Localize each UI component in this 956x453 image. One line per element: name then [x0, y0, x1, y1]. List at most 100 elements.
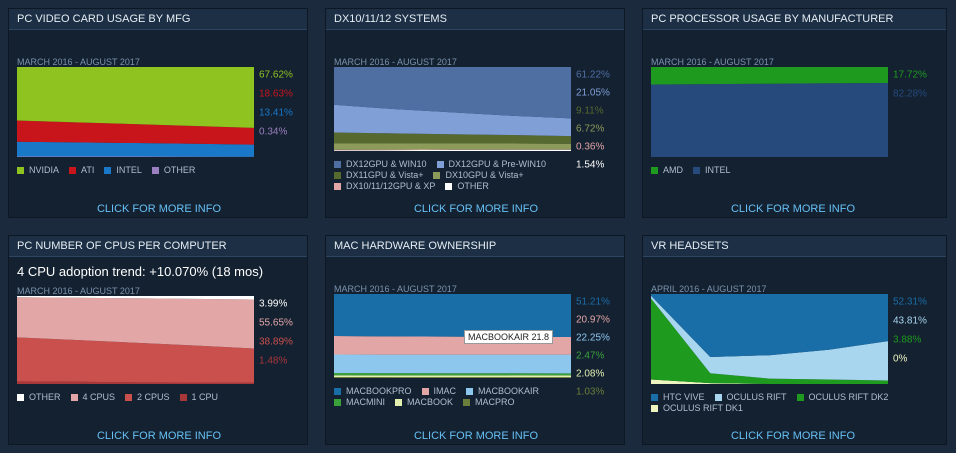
chart: 3.99% 55.65% 38.89% 1.48%	[17, 295, 293, 384]
value-label: 9.11%	[576, 106, 604, 117]
legend-label: INTEL	[116, 165, 142, 175]
annotation: 4 CPU adoption trend: +10.070% (18 mos)	[17, 264, 264, 279]
legend: MACBOOKPRO IMAC MACBOOKAIR MACMINI MACBOOK MA…	[334, 386, 574, 407]
panel: VR HEADSETS 52.31% 43.81% 3.88% 0% APRIL 2016…	[642, 235, 947, 445]
value-label: 43.81%	[893, 316, 927, 327]
area	[334, 375, 571, 378]
legend: DX12GPU & WIN10 DX12GPU & Pre-WIN10 DX11GP…	[334, 159, 574, 191]
legend-item: MACBOOKPRO	[334, 386, 412, 396]
legend-swatch	[651, 393, 658, 401]
value-label: 20.97%	[576, 315, 610, 326]
value-label: 0%	[893, 354, 908, 365]
value-label: 6.72%	[576, 124, 604, 135]
legend-label: MACBOOKPRO	[346, 386, 412, 396]
legend-item: 2 CPUS	[125, 392, 170, 402]
value-label: 2.47%	[576, 351, 604, 362]
legend-item: OCULUS RIFT DK2	[796, 392, 888, 402]
panel: PC PROCESSOR USAGE BY MANUFACTURER 17.72%…	[642, 8, 947, 218]
legend-label: NVIDIA	[29, 165, 60, 175]
subtitle: MARCH 2016 - AUGUST 2017	[17, 286, 140, 296]
legend-label: MACPRO	[475, 397, 515, 407]
panel-title: PC VIDEO CARD USAGE BY MFG	[9, 9, 307, 30]
legend: AMD INTEL	[651, 165, 891, 175]
chart: 17.72% 82.28%	[651, 67, 927, 157]
value-label: 22.25%	[576, 333, 610, 344]
legend-swatch	[334, 182, 341, 190]
value-label: 13.41%	[259, 108, 293, 119]
legend-label: MACBOOK	[407, 397, 454, 407]
area	[17, 295, 254, 300]
chart: 61.22% 21.05% 9.11% 6.72% 0.36% 1.54%	[334, 67, 610, 171]
legend-swatch	[70, 393, 78, 401]
legend-label: HTC VIVE	[663, 392, 705, 402]
area	[651, 294, 888, 357]
value-label: 2.08%	[576, 369, 604, 380]
area	[17, 297, 254, 349]
legend-swatch	[651, 166, 658, 174]
legend-label: OTHER	[29, 392, 61, 402]
legend-swatch	[651, 404, 658, 412]
value-label: 3.88%	[893, 335, 921, 346]
area	[651, 379, 888, 384]
more-info-link[interactable]: CLICK FOR MORE INFO	[413, 203, 539, 215]
more-info-link[interactable]: CLICK FOR MORE INFO	[96, 430, 222, 442]
area	[334, 376, 571, 378]
legend-item: OTHER	[17, 392, 61, 402]
legend: HTC VIVE OCULUS RIFT OCULUS RIFT DK2 OCULUS…	[651, 392, 891, 413]
area	[334, 143, 571, 150]
area	[334, 132, 571, 144]
legend-item: IMAC	[421, 386, 456, 396]
legend-item: OTHER	[151, 165, 196, 175]
legend-swatch	[714, 393, 722, 401]
value-label: 1.48%	[259, 356, 287, 367]
more-info-link[interactable]: CLICK FOR MORE INFO	[96, 203, 222, 215]
area	[334, 372, 571, 376]
legend-label: 4 CPUS	[82, 392, 116, 402]
legend-item: DX10/11/12GPU & XP	[334, 181, 435, 191]
legend-label: INTEL	[705, 165, 731, 175]
value-label: 52.31%	[893, 297, 927, 308]
more-info-link[interactable]: CLICK FOR MORE INFO	[730, 203, 856, 215]
legend-item: MACPRO	[463, 397, 515, 407]
legend-label: OTHER	[163, 165, 196, 175]
legend-item: DX10GPU & Vista+	[433, 170, 524, 180]
more-info-link[interactable]: CLICK FOR MORE INFO	[413, 430, 539, 442]
legend-swatch	[334, 387, 341, 395]
area	[334, 293, 571, 338]
chart: 67.62% 18.63% 13.41% 0.34%	[17, 67, 293, 157]
legend-label: MACMINI	[346, 397, 385, 407]
chart: 51.21% 20.97% 22.25% 2.47% 2.08% 1.03%	[334, 293, 610, 398]
legend-label: 1 CPU	[191, 392, 219, 402]
legend-item: HTC VIVE	[651, 392, 705, 402]
panel: PC NUMBER OF CPUS PER COMPUTER 4 CPU adop…	[8, 235, 308, 445]
legend-label: 2 CPUS	[137, 392, 170, 402]
legend-swatch	[466, 387, 474, 395]
panel-title: PC NUMBER OF CPUS PER COMPUTER	[9, 236, 307, 257]
legend-item: INTEL	[693, 165, 731, 175]
legend-label: DX11GPU & Vista+	[346, 170, 424, 180]
legend-item: DX11GPU & Vista+	[334, 170, 423, 180]
panel: DX10/11/12 SYSTEMS 61.22% 21.05% 9.11% 6.72%…	[325, 8, 625, 218]
legend-swatch	[421, 387, 429, 395]
area	[17, 141, 254, 157]
legend-item: OTHER	[445, 181, 489, 191]
legend-swatch	[334, 398, 341, 406]
area	[651, 82, 888, 157]
tooltip: MACBOOKAIR 21.8	[464, 330, 554, 344]
legend-swatch	[69, 166, 77, 174]
more-info-link[interactable]: CLICK FOR MORE INFO	[730, 430, 856, 442]
area	[17, 381, 254, 384]
subtitle: MARCH 2016 - AUGUST 2017	[334, 57, 457, 67]
legend-item: DX12GPU & WIN10	[334, 159, 427, 169]
subtitle: MARCH 2016 - AUGUST 2017	[334, 284, 457, 294]
legend-item: NVIDIA	[17, 165, 59, 175]
legend-swatch	[179, 393, 187, 401]
legend-swatch	[104, 166, 112, 174]
area	[334, 104, 571, 137]
legend-item: OCULUS RIFT	[714, 392, 787, 402]
value-label: 0.34%	[259, 127, 287, 138]
legend-label: DX10GPU & Vista+	[445, 170, 524, 180]
subtitle: APRIL 2016 - AUGUST 2017	[651, 284, 767, 294]
legend-swatch	[17, 393, 24, 401]
